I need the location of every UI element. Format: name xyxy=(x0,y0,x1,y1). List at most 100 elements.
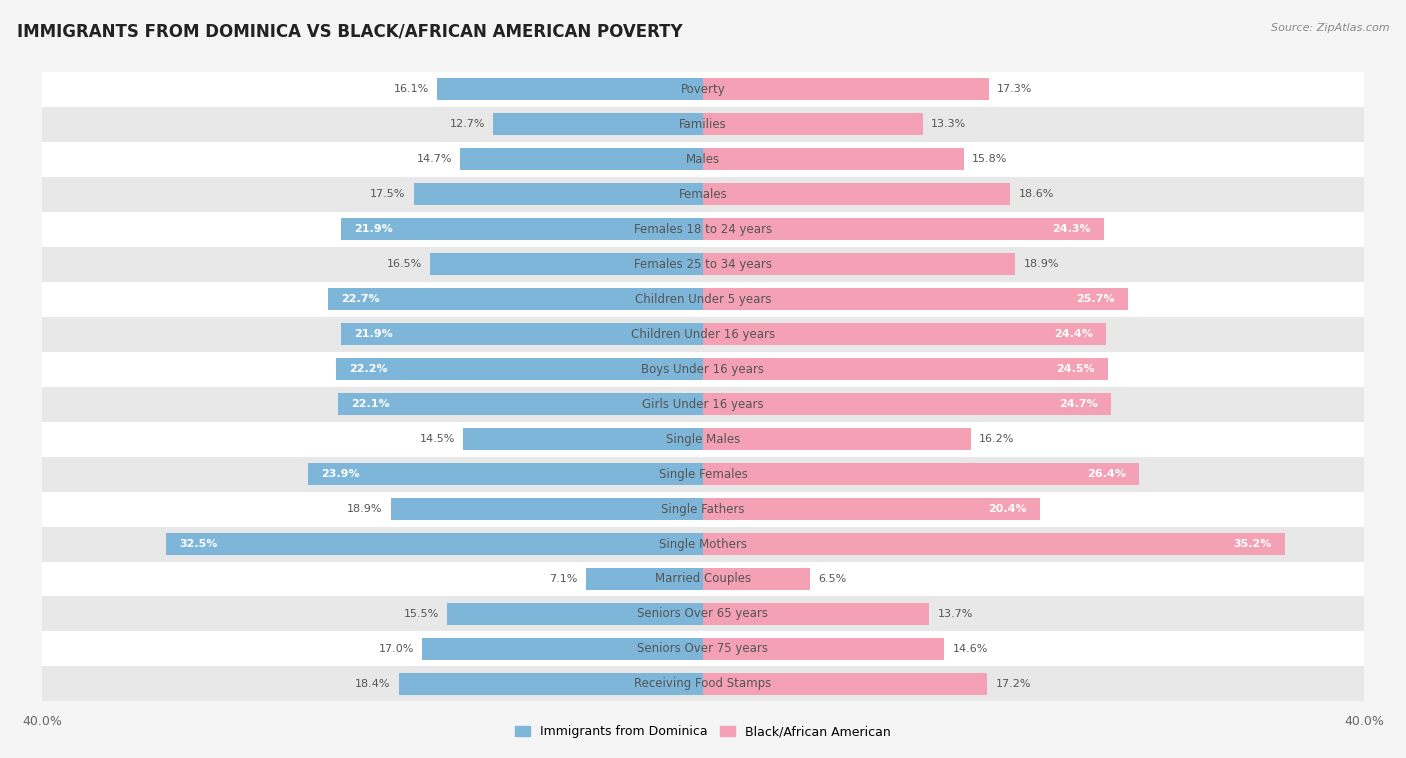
Text: 14.7%: 14.7% xyxy=(416,154,451,164)
Text: 14.6%: 14.6% xyxy=(952,644,988,654)
Text: 12.7%: 12.7% xyxy=(450,119,485,129)
Bar xyxy=(342,218,703,240)
Bar xyxy=(391,498,703,520)
Bar xyxy=(308,463,703,485)
Text: 13.3%: 13.3% xyxy=(931,119,966,129)
Bar xyxy=(342,323,703,345)
Text: 17.0%: 17.0% xyxy=(378,644,413,654)
Bar xyxy=(42,527,1364,562)
Text: 15.8%: 15.8% xyxy=(973,154,1008,164)
Bar xyxy=(703,288,1128,310)
Text: Married Couples: Married Couples xyxy=(655,572,751,585)
Text: Children Under 16 years: Children Under 16 years xyxy=(631,327,775,340)
Bar xyxy=(703,359,1108,380)
Text: 22.2%: 22.2% xyxy=(350,364,388,374)
Bar xyxy=(42,631,1364,666)
Legend: Immigrants from Dominica, Black/African American: Immigrants from Dominica, Black/African … xyxy=(510,720,896,744)
Text: 22.7%: 22.7% xyxy=(342,294,380,304)
Text: 21.9%: 21.9% xyxy=(354,224,394,234)
Text: Receiving Food Stamps: Receiving Food Stamps xyxy=(634,678,772,691)
Text: Females 18 to 24 years: Females 18 to 24 years xyxy=(634,223,772,236)
Text: Males: Males xyxy=(686,152,720,166)
Text: 6.5%: 6.5% xyxy=(818,574,846,584)
Text: 24.4%: 24.4% xyxy=(1054,329,1092,339)
Bar xyxy=(586,568,703,590)
Text: 16.2%: 16.2% xyxy=(979,434,1014,444)
Bar xyxy=(399,673,703,695)
Text: 16.1%: 16.1% xyxy=(394,84,429,94)
Text: Seniors Over 75 years: Seniors Over 75 years xyxy=(637,643,769,656)
Bar xyxy=(460,149,703,170)
Bar xyxy=(42,456,1364,491)
Bar xyxy=(337,393,703,415)
Bar xyxy=(42,597,1364,631)
Bar xyxy=(703,253,1015,275)
Bar xyxy=(42,211,1364,246)
Bar xyxy=(42,352,1364,387)
Bar xyxy=(42,177,1364,211)
Text: 24.3%: 24.3% xyxy=(1053,224,1091,234)
Bar xyxy=(430,253,703,275)
Bar xyxy=(166,533,703,555)
Bar xyxy=(703,603,929,625)
Bar xyxy=(42,317,1364,352)
Bar xyxy=(703,183,1011,205)
Bar xyxy=(703,323,1107,345)
Bar xyxy=(42,666,1364,701)
Text: IMMIGRANTS FROM DOMINICA VS BLACK/AFRICAN AMERICAN POVERTY: IMMIGRANTS FROM DOMINICA VS BLACK/AFRICA… xyxy=(17,23,682,41)
Text: Source: ZipAtlas.com: Source: ZipAtlas.com xyxy=(1271,23,1389,33)
Bar xyxy=(42,491,1364,527)
Text: 26.4%: 26.4% xyxy=(1087,469,1126,479)
Text: 20.4%: 20.4% xyxy=(988,504,1026,514)
Bar xyxy=(328,288,703,310)
Bar xyxy=(703,218,1105,240)
Bar xyxy=(464,428,703,450)
Bar xyxy=(336,359,703,380)
Text: 17.2%: 17.2% xyxy=(995,679,1031,689)
Text: 25.7%: 25.7% xyxy=(1076,294,1115,304)
Text: Seniors Over 65 years: Seniors Over 65 years xyxy=(637,607,769,621)
Text: 16.5%: 16.5% xyxy=(387,259,422,269)
Text: 22.1%: 22.1% xyxy=(352,399,389,409)
Bar xyxy=(703,638,945,659)
Bar xyxy=(42,421,1364,456)
Bar xyxy=(447,603,703,625)
Text: Single Mothers: Single Mothers xyxy=(659,537,747,550)
Text: Girls Under 16 years: Girls Under 16 years xyxy=(643,398,763,411)
Bar xyxy=(42,72,1364,107)
Bar xyxy=(703,78,988,100)
Bar xyxy=(42,562,1364,597)
Text: 23.9%: 23.9% xyxy=(322,469,360,479)
Text: 32.5%: 32.5% xyxy=(180,539,218,549)
Text: Boys Under 16 years: Boys Under 16 years xyxy=(641,362,765,375)
Text: 18.9%: 18.9% xyxy=(347,504,382,514)
Bar xyxy=(42,387,1364,421)
Bar xyxy=(703,498,1040,520)
Bar xyxy=(42,282,1364,317)
Bar xyxy=(703,393,1111,415)
Bar xyxy=(703,568,810,590)
Text: 14.5%: 14.5% xyxy=(420,434,456,444)
Text: 18.6%: 18.6% xyxy=(1018,190,1054,199)
Text: Poverty: Poverty xyxy=(681,83,725,96)
Text: Single Females: Single Females xyxy=(658,468,748,481)
Text: 17.3%: 17.3% xyxy=(997,84,1032,94)
Text: Families: Families xyxy=(679,117,727,130)
Text: Females 25 to 34 years: Females 25 to 34 years xyxy=(634,258,772,271)
Text: 15.5%: 15.5% xyxy=(404,609,439,619)
Bar xyxy=(42,246,1364,282)
Bar xyxy=(42,107,1364,142)
Bar xyxy=(494,114,703,135)
Text: 7.1%: 7.1% xyxy=(550,574,578,584)
Text: 24.7%: 24.7% xyxy=(1059,399,1098,409)
Bar xyxy=(703,428,970,450)
Bar xyxy=(413,183,703,205)
Bar xyxy=(703,533,1285,555)
Text: Children Under 5 years: Children Under 5 years xyxy=(634,293,772,305)
Text: Single Males: Single Males xyxy=(666,433,740,446)
Text: 21.9%: 21.9% xyxy=(354,329,394,339)
Bar xyxy=(703,114,922,135)
Bar xyxy=(703,149,965,170)
Text: 17.5%: 17.5% xyxy=(370,190,405,199)
Text: 13.7%: 13.7% xyxy=(938,609,973,619)
